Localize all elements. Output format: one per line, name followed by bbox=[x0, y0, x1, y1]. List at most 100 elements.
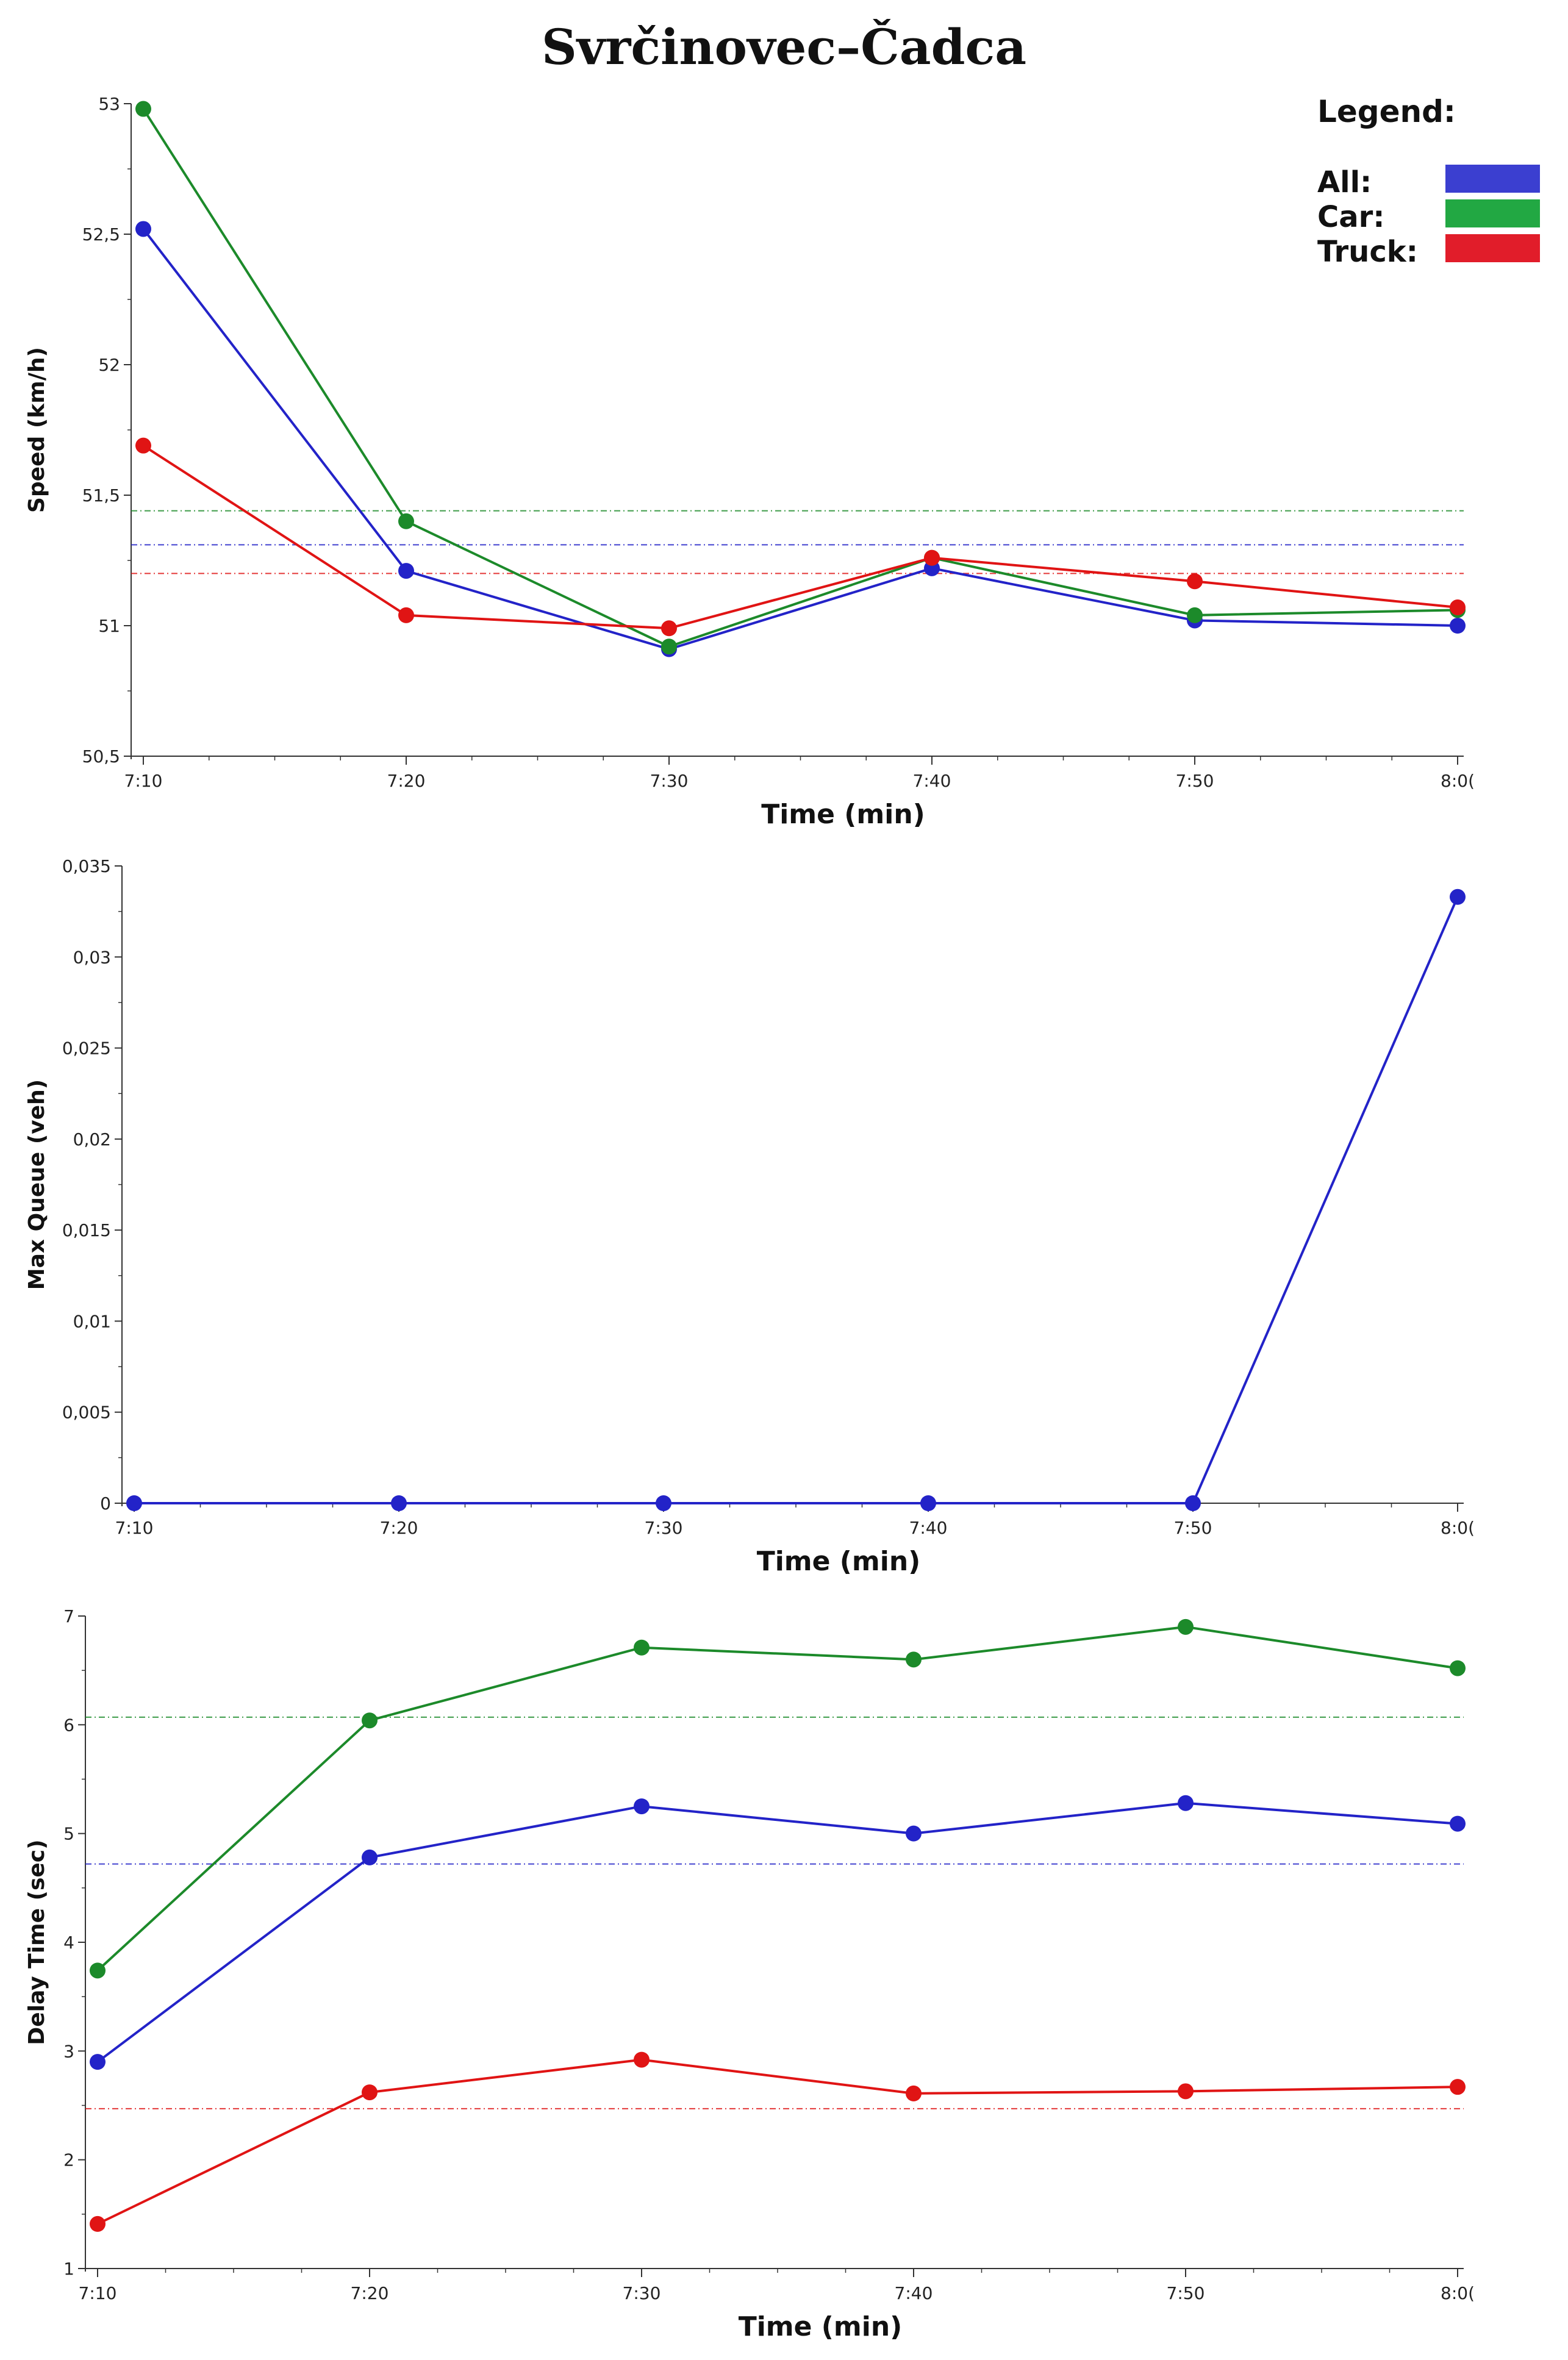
series-line-truck bbox=[142, 444, 1458, 630]
x-axis-title: Time (min) bbox=[739, 2311, 903, 2342]
page-title: Svrčinovec–Čadca bbox=[541, 18, 1027, 76]
data-point-truck bbox=[1450, 599, 1466, 616]
data-point-truck bbox=[1450, 2079, 1466, 2095]
data-point-all bbox=[1450, 889, 1466, 905]
data-point-all bbox=[1178, 1795, 1194, 1811]
delay-time-chart: 1 2 3 4 5 6 7 7:10 7:20 7:30 7:40 7:50 8:0( Time (min… bbox=[24, 1606, 1475, 2342]
data-point-truck bbox=[661, 620, 677, 637]
legend-label: Car: bbox=[1317, 200, 1384, 234]
data-point-truck bbox=[906, 2085, 922, 2101]
data-point-all bbox=[126, 1495, 142, 1511]
series-line-all bbox=[96, 1801, 1458, 2063]
data-point-all bbox=[1185, 1495, 1201, 1511]
speed-chart: 50,5 51 51,5 52 52,5 53 7:10 7:20 7:30 7:40 7:50 8:… bbox=[24, 94, 1540, 829]
data-point-all bbox=[391, 1495, 407, 1511]
x-tick-label: 7:40 bbox=[895, 2283, 933, 2303]
x-tick-label: 7:20 bbox=[380, 1518, 418, 1538]
x-tick-label: 7:50 bbox=[1174, 1518, 1212, 1538]
data-point-car bbox=[1187, 607, 1203, 623]
y-tick-label: 51 bbox=[98, 616, 120, 636]
data-point-car bbox=[135, 101, 151, 117]
data-point-truck bbox=[924, 549, 940, 566]
data-point-car bbox=[362, 1712, 378, 1729]
y-tick-label: 0,015 bbox=[62, 1220, 111, 1240]
x-tick-label: 7:30 bbox=[650, 771, 689, 791]
y-tick-label: 7 bbox=[63, 1606, 74, 1626]
y-tick-label: 0 bbox=[100, 1493, 111, 1514]
data-point-all bbox=[920, 1495, 936, 1511]
data-point-car bbox=[634, 1639, 650, 1656]
data-point-car bbox=[906, 1651, 922, 1668]
data-point-all bbox=[362, 1849, 378, 1865]
data-point-truck bbox=[1187, 573, 1203, 590]
data-point-car bbox=[90, 1962, 106, 1979]
x-tick-label: 7:10 bbox=[79, 2283, 117, 2303]
x-tick-label: 8:0( bbox=[1441, 1518, 1475, 1538]
y-axis-title: Delay Time (sec) bbox=[24, 1839, 49, 2045]
legend-label: All: bbox=[1317, 165, 1372, 199]
series-line-all bbox=[134, 896, 1459, 1504]
y-tick-label: 0,03 bbox=[73, 947, 111, 967]
x-tick-label: 7:10 bbox=[124, 771, 163, 791]
data-point-truck bbox=[135, 437, 151, 454]
data-point-all bbox=[90, 2054, 106, 2070]
data-point-car bbox=[1178, 1618, 1194, 1635]
data-point-all bbox=[135, 221, 151, 237]
x-tick-label: 8:0( bbox=[1441, 771, 1475, 791]
y-tick-label: 52 bbox=[98, 355, 120, 375]
data-point-truck bbox=[362, 2084, 378, 2101]
data-point-all bbox=[1450, 618, 1466, 634]
x-tick-label: 8:0( bbox=[1441, 2283, 1475, 2303]
x-tick-label: 7:10 bbox=[115, 1518, 154, 1538]
y-tick-label: 51,5 bbox=[82, 485, 120, 506]
series-line-car bbox=[96, 1625, 1458, 1972]
y-tick-label: 0,02 bbox=[73, 1129, 111, 1150]
data-point-all bbox=[906, 1825, 922, 1842]
y-tick-label: 5 bbox=[63, 1824, 74, 1844]
x-axis-title: Time (min) bbox=[757, 1546, 921, 1577]
y-tick-label: 6 bbox=[63, 1715, 74, 1735]
x-tick-label: 7:20 bbox=[387, 771, 426, 791]
y-tick-label: 0,005 bbox=[62, 1403, 111, 1423]
y-axis-title: Speed (km/h) bbox=[24, 347, 49, 513]
y-tick-label: 3 bbox=[63, 2041, 74, 2061]
legend-swatch-truck bbox=[1445, 234, 1540, 262]
x-tick-label: 7:40 bbox=[909, 1518, 948, 1538]
data-point-truck bbox=[634, 2051, 650, 2068]
y-tick-label: 0,035 bbox=[62, 856, 111, 876]
y-tick-label: 0,01 bbox=[73, 1311, 111, 1331]
x-tick-label: 7:30 bbox=[623, 2283, 661, 2303]
legend-swatch-car bbox=[1445, 199, 1540, 227]
data-point-all bbox=[634, 1798, 650, 1815]
data-point-truck bbox=[90, 2215, 106, 2232]
x-tick-label: 7:50 bbox=[1176, 771, 1214, 791]
data-point-car bbox=[398, 513, 414, 529]
x-tick-label: 7:40 bbox=[913, 771, 951, 791]
x-tick-label: 7:20 bbox=[351, 2283, 389, 2303]
x-axis-title: Time (min) bbox=[761, 799, 925, 829]
y-axis-title: Max Queue (veh) bbox=[24, 1079, 49, 1290]
data-point-truck bbox=[398, 607, 414, 623]
legend-swatch-all bbox=[1445, 165, 1540, 193]
legend-label: Truck: bbox=[1317, 235, 1418, 269]
y-tick-label: 52,5 bbox=[82, 224, 120, 245]
y-tick-label: 53 bbox=[98, 94, 120, 114]
series-line-truck bbox=[97, 2058, 1458, 2225]
y-tick-label: 50,5 bbox=[82, 746, 120, 767]
y-tick-label: 1 bbox=[63, 2259, 74, 2279]
y-tick-label: 0,025 bbox=[62, 1039, 111, 1059]
x-tick-label: 7:50 bbox=[1167, 2283, 1205, 2303]
y-tick-label: 2 bbox=[63, 2150, 74, 2170]
x-tick-label: 7:30 bbox=[645, 1518, 683, 1538]
data-point-car bbox=[661, 638, 677, 655]
data-point-all bbox=[398, 563, 414, 579]
max-queue-chart: 0 0,005 0,01 0,015 0,02 0,025 0,03 0,035 7:10 7:2… bbox=[24, 856, 1475, 1577]
series-line-all bbox=[142, 228, 1458, 651]
data-point-all bbox=[656, 1495, 671, 1511]
series-line-car bbox=[142, 108, 1458, 648]
legend-title: Legend: bbox=[1317, 94, 1456, 129]
data-point-car bbox=[1450, 1660, 1466, 1676]
data-point-truck bbox=[1178, 2083, 1194, 2100]
y-tick-label: 4 bbox=[63, 1933, 74, 1953]
data-point-all bbox=[1450, 1815, 1466, 1832]
